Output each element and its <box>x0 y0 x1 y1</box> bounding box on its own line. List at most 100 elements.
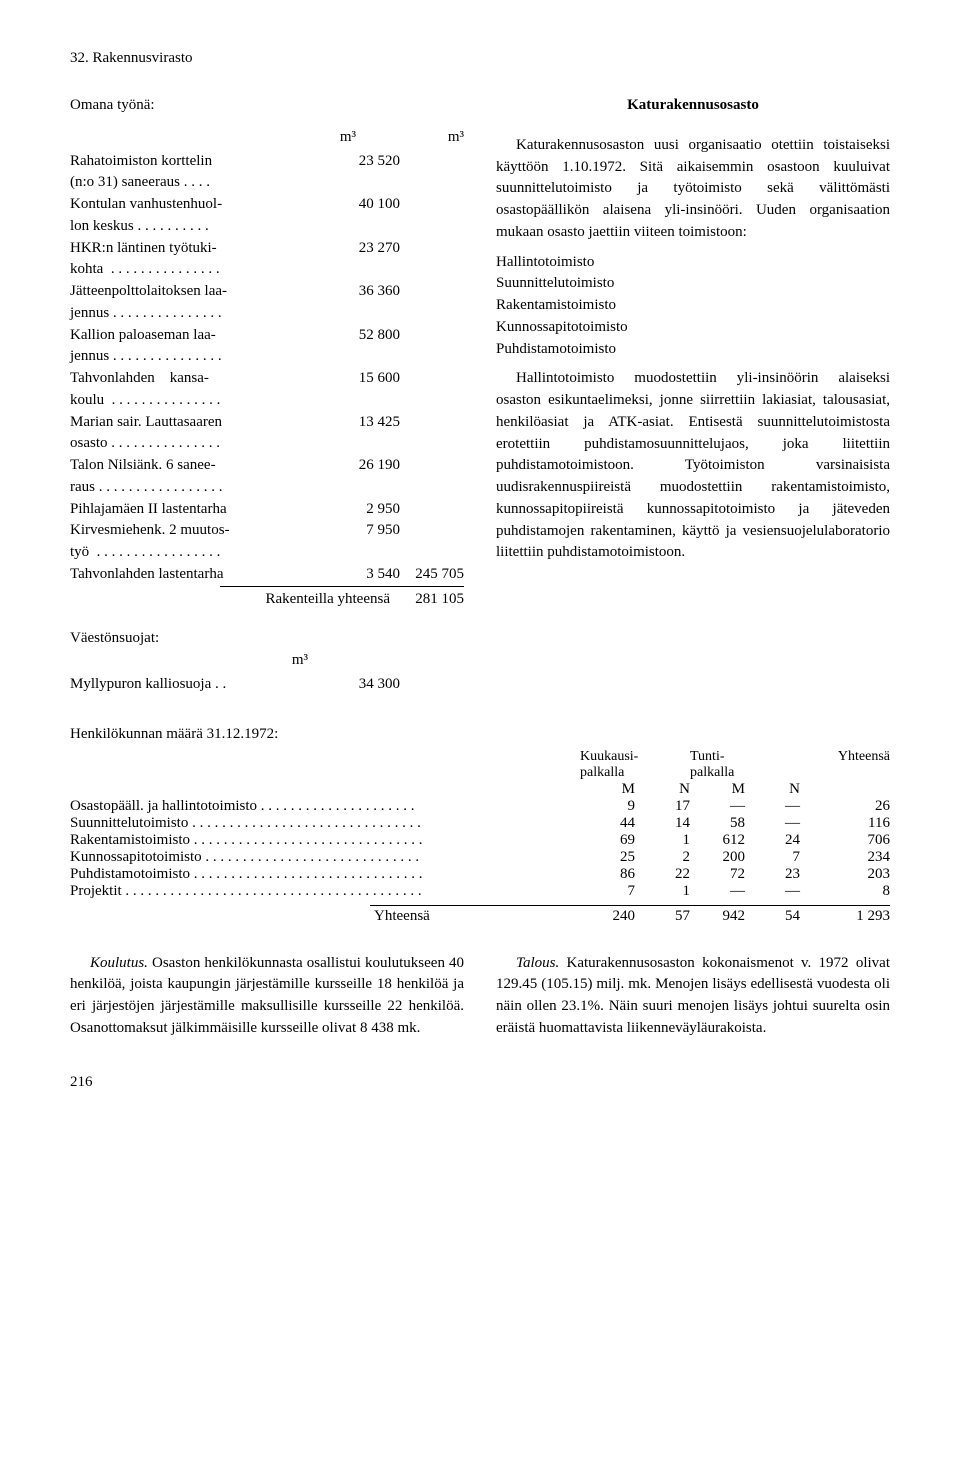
row-label: Jätteenpolttolaitoksen laa- jennus . . .… <box>70 281 340 325</box>
mylly-row: Myllypuron kalliosuoja . . 34 300 <box>70 674 464 696</box>
staff-cell: 69 <box>580 832 635 849</box>
table-row: Kunnossapitotoimisto . . . . . . . . . .… <box>70 849 890 866</box>
staff-row-label: Puhdistamotoimisto . . . . . . . . . . .… <box>70 866 580 883</box>
bottom-left-para: Koulutus. Osaston henkilökunnasta osalli… <box>70 953 464 1040</box>
table-row: Rahatoimiston korttelin (n:o 31) saneera… <box>70 151 464 195</box>
table-row: Jätteenpolttolaitoksen laa- jennus . . .… <box>70 281 464 325</box>
staff-cell: 25 <box>580 849 635 866</box>
bottom-left: Koulutus. Osaston henkilökunnasta osalli… <box>70 953 464 1040</box>
page-number: 216 <box>70 1074 890 1091</box>
row-label: Pihlajamäen II lastentarha <box>70 499 340 521</box>
table-row: Kallion paloaseman laa- jennus . . . . .… <box>70 325 464 369</box>
staff-cell: 7 <box>580 883 635 900</box>
staff-cell: — <box>745 883 800 900</box>
bottom-two-col: Koulutus. Osaston henkilökunnasta osalli… <box>70 953 890 1040</box>
table-row: Pihlajamäen II lastentarha2 950 <box>70 499 464 521</box>
staff-row-total: 8 <box>800 883 890 900</box>
staff-table: Kuukausi- palkalla Tunti- palkalla Yhtee… <box>70 749 890 925</box>
row-label: Talon Nilsiänk. 6 sanee- raus . . . . . … <box>70 455 340 499</box>
list-item: Rakentamistoimisto <box>496 295 890 317</box>
staff-subheader-row: M N M N <box>70 781 890 798</box>
data-rows-container: Rahatoimiston korttelin (n:o 31) saneera… <box>70 151 464 586</box>
staff-cell: 200 <box>690 849 745 866</box>
staff-cell: 14 <box>635 815 690 832</box>
document-page: 32. Rakennusvirasto Omana työnä: m³ m³ R… <box>0 0 960 1131</box>
row-val1: 23 520 <box>340 151 400 173</box>
staff-row-total: 26 <box>800 798 890 815</box>
table-row: Kirvesmiehenk. 2 muutos- työ . . . . . .… <box>70 520 464 564</box>
table-row: Suunnittelutoimisto . . . . . . . . . . … <box>70 815 890 832</box>
staff-row-label: Osastopääll. ja hallintotoimisto . . . .… <box>70 798 580 815</box>
row-label: Marian sair. Lauttasaaren osasto . . . .… <box>70 412 340 456</box>
staff-cell: — <box>745 798 800 815</box>
two-column-section: Omana työnä: m³ m³ Rahatoimiston korttel… <box>70 95 890 696</box>
talous-em: Talous. <box>516 955 559 971</box>
table-row: Tahvonlahden lastentarha3 540245 705 <box>70 564 464 586</box>
row-label: Tahvonlahden kansa- koulu . . . . . . . … <box>70 368 340 412</box>
row-val1: 52 800 <box>340 325 400 347</box>
total-value: 281 105 <box>400 589 464 611</box>
col-tunti: Tunti- palkalla <box>690 749 800 781</box>
staff-cell: 24 <box>745 832 800 849</box>
staff-total-row: Yhteensä 240 57 942 54 1 293 <box>370 905 890 925</box>
sub-m1: M <box>580 781 635 798</box>
left-column: Omana työnä: m³ m³ Rahatoimiston korttel… <box>70 95 464 696</box>
staff-heading: Henkilökunnan määrä 31.12.1972: <box>70 726 890 743</box>
right-column: Katurakennusosasto Katurakennusosaston u… <box>496 95 890 696</box>
staff-cell: — <box>745 815 800 832</box>
mylly-value: 34 300 <box>349 674 400 696</box>
sub-n2: N <box>745 781 800 798</box>
staff-row-total: 116 <box>800 815 890 832</box>
staff-row-label: Projektit . . . . . . . . . . . . . . . … <box>70 883 580 900</box>
m3-col2: m³ <box>406 127 464 149</box>
staff-row-total: 203 <box>800 866 890 883</box>
bottom-right-para: Talous. Katurakennusosaston kokonaismeno… <box>496 953 890 1040</box>
row-val1: 26 190 <box>340 455 400 477</box>
table-row: HKR:n läntinen työtuki- kohta . . . . . … <box>70 238 464 282</box>
vaeston-heading: Väestönsuojat: <box>70 628 464 650</box>
staff-rows-container: Osastopääll. ja hallintotoimisto . . . .… <box>70 798 890 900</box>
row-val1: 2 950 <box>340 499 400 521</box>
m3-col-single: m³ <box>250 650 308 672</box>
staff-cell: 23 <box>745 866 800 883</box>
row-label: Kallion paloaseman laa- jennus . . . . .… <box>70 325 340 369</box>
staff-total-m1: 240 <box>580 908 635 925</box>
staff-cell: 2 <box>635 849 690 866</box>
right-para-1: Katurakennusosaston uusi organisaatio ot… <box>496 135 890 244</box>
staff-cell: 17 <box>635 798 690 815</box>
m3-header-row: m³ m³ <box>70 127 464 149</box>
table-row: Rakentamistoimisto . . . . . . . . . . .… <box>70 832 890 849</box>
staff-cell: 1 <box>635 883 690 900</box>
col-kuukausi: Kuukausi- palkalla <box>580 749 690 781</box>
toimisto-list: HallintotoimistoSuunnittelutoimistoRaken… <box>496 252 890 361</box>
staff-cell: 22 <box>635 866 690 883</box>
row-val1: 23 270 <box>340 238 400 260</box>
staff-row-label: Rakentamistoimisto . . . . . . . . . . .… <box>70 832 580 849</box>
row-val1: 15 600 <box>340 368 400 390</box>
page-header: 32. Rakennusvirasto <box>70 50 890 67</box>
row-val2: 245 705 <box>400 564 464 586</box>
m3-header-row-2: m³ <box>70 650 464 672</box>
staff-header-row: Kuukausi- palkalla Tunti- palkalla Yhtee… <box>70 749 890 781</box>
staff-total-m2: 942 <box>690 908 745 925</box>
staff-cell: 1 <box>635 832 690 849</box>
right-title: Katurakennusosasto <box>496 95 890 117</box>
row-val1: 3 540 <box>340 564 400 586</box>
row-label: Tahvonlahden lastentarha <box>70 564 340 586</box>
row-val1: 13 425 <box>340 412 400 434</box>
table-row: Talon Nilsiänk. 6 sanee- raus . . . . . … <box>70 455 464 499</box>
staff-total-wrapper <box>70 900 890 903</box>
staff-row-label: Kunnossapitotoimisto . . . . . . . . . .… <box>70 849 580 866</box>
staff-cell: — <box>690 798 745 815</box>
row-val1: 40 100 <box>340 194 400 216</box>
total-label: Rakenteilla yhteensä <box>265 589 400 611</box>
table-row: Puhdistamotoimisto . . . . . . . . . . .… <box>70 866 890 883</box>
table-row: Marian sair. Lauttasaaren osasto . . . .… <box>70 412 464 456</box>
col-yhteensa: Yhteensä <box>800 749 890 781</box>
staff-row-total: 234 <box>800 849 890 866</box>
staff-cell: 72 <box>690 866 745 883</box>
list-item: Kunnossapitotoimisto <box>496 317 890 339</box>
omana-heading: Omana työnä: <box>70 95 464 117</box>
koulutus-em: Koulutus. <box>90 955 148 971</box>
table-row: Kontulan vanhustenhuol- lon keskus . . .… <box>70 194 464 238</box>
